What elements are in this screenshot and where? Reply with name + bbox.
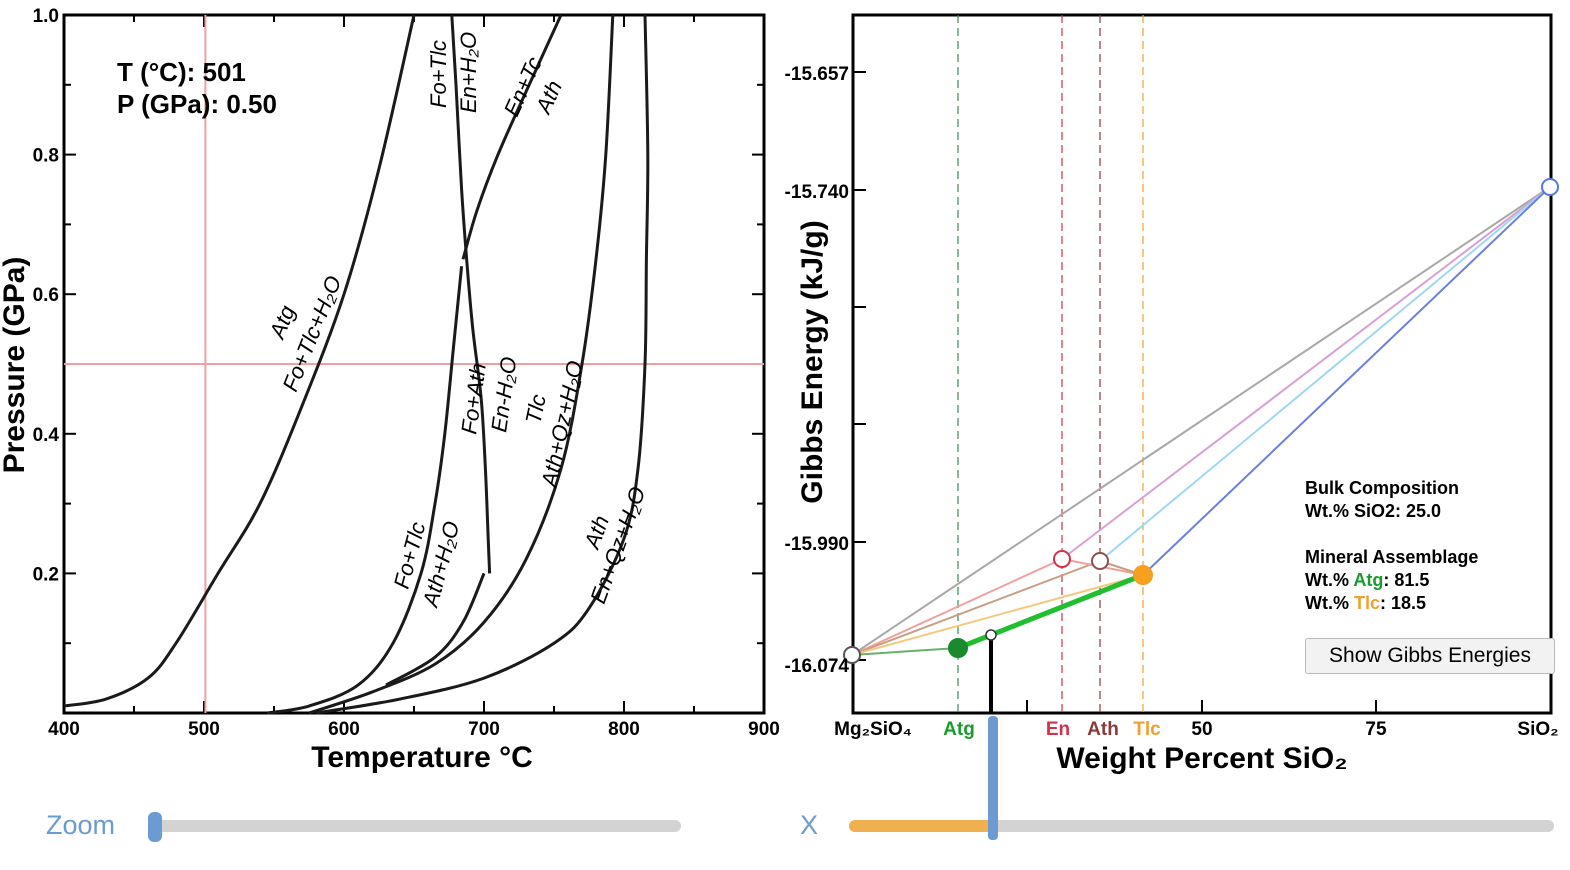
fo-atg-tie-line (851, 647, 959, 656)
x-tick-label: Mg₂SiO₄ (834, 719, 912, 740)
x-tick-label: 700 (468, 719, 500, 740)
en-sio2-tie-line (1061, 186, 1551, 560)
tlc-sio2-tie-line (1142, 186, 1551, 576)
silica-point (1541, 178, 1559, 196)
y-axis-title: Gibbs Energy (kJ/g) (796, 220, 829, 503)
x-tick-label: 75 (1365, 719, 1387, 740)
composition-info: Bulk Composition Wt.% SiO2: 25.0 Mineral… (1305, 478, 1478, 613)
fo-en-tie-line (851, 558, 1063, 656)
tlc-fraction: Wt.% Tlc: 18.5 (1305, 593, 1426, 613)
reaction-curve-2 (450, 14, 492, 574)
bulk-point (985, 629, 997, 641)
x-tick-labels: 400 500 600 700 800 900 (48, 719, 780, 740)
en-tick-label: En (1046, 719, 1070, 740)
x-tick-label: 900 (748, 719, 780, 740)
antigorite-point (948, 638, 968, 658)
y-tick-label: 0.4 (33, 425, 60, 446)
x-thumb[interactable] (988, 716, 998, 840)
zoom-thumb[interactable] (148, 812, 162, 842)
curve-label: Fo+Tlc (426, 40, 451, 108)
reaction-curve-1 (63, 14, 416, 708)
y-tick-label: 0.8 (33, 146, 59, 167)
x-tick-label: SiO₂ (1517, 719, 1558, 740)
pt-diagram[interactable]: 400 500 600 700 800 900 0.2 0.4 0.6 0.8 … (0, 6, 780, 774)
y-tick-label: -16.074 (785, 656, 850, 677)
y-tick-labels: 0.2 0.4 0.6 0.8 1.0 (33, 6, 60, 585)
reaction-curve-3 (461, 14, 563, 260)
assemblage-title: Mineral Assemblage (1305, 547, 1478, 567)
ath-tick-label: Ath (1087, 719, 1119, 740)
phase-points (843, 178, 1559, 664)
reaction-curves (63, 14, 650, 715)
x-tick-label: 800 (608, 719, 640, 740)
y-tick-label: 0.6 (33, 285, 59, 306)
x-slider[interactable]: X (800, 716, 1554, 840)
atg-fraction: Wt.% Atg: 81.5 (1305, 570, 1429, 590)
y-tick-label: 1.0 (33, 6, 59, 27)
temperature-readout: T (°C): 501 (117, 57, 246, 87)
x-label: X (800, 810, 818, 840)
x-tick-label: 400 (48, 719, 80, 740)
y-tick-label: -15.740 (785, 182, 849, 203)
x-tick-label: 50 (1191, 719, 1212, 740)
fo-sio2-tie-line (851, 186, 1551, 656)
x-axis-title: Weight Percent SiO₂ (1056, 742, 1347, 775)
bulk-title: Bulk Composition (1305, 478, 1459, 498)
anthophyllite-point (1091, 552, 1109, 570)
reaction-curve-6 (308, 14, 615, 715)
forsterite-point (843, 646, 861, 664)
enstatite-point (1053, 550, 1071, 568)
curve-label: En+H₂O (456, 32, 481, 113)
x-tick-label: 600 (328, 719, 360, 740)
tlc-tick-label: Tlc (1133, 719, 1161, 740)
x-tick-label: 500 (188, 719, 220, 740)
talc-point (1133, 565, 1153, 585)
gibbs-x-tick-labels: Mg₂SiO₄ Atg En Ath Tlc 50 75 SiO₂ (834, 719, 1558, 740)
reaction-curve-4 (266, 266, 464, 715)
gibbs-diagram[interactable]: -15.657 -15.740 -15.990 -16.074 Mg₂SiO₄ … (785, 13, 1559, 775)
ath-sio2-tie-line (1099, 186, 1551, 562)
bulk-value: Wt.% SiO2: 25.0 (1305, 501, 1441, 521)
y-axis-title: Pressure (GPa) (0, 257, 31, 474)
y-tick-label: -15.990 (785, 534, 849, 555)
atg-tick-label: Atg (943, 719, 975, 740)
pressure-readout: P (GPa): 0.50 (117, 89, 277, 119)
gibbs-plot-frame (851, 13, 1553, 715)
zoom-label: Zoom (46, 810, 115, 840)
show-gibbs-energies-button[interactable]: Show Gibbs Energies (1305, 638, 1555, 674)
y-tick-label: -15.657 (785, 64, 849, 85)
curve-label: Tlc (520, 392, 551, 426)
fo-ath-tie-line (851, 560, 1101, 656)
fo-tlc-tie-line (851, 574, 1144, 656)
y-tick-label: 0.2 (33, 564, 59, 585)
zoom-slider[interactable]: Zoom (46, 810, 681, 842)
gibbs-y-tick-labels: -15.657 -15.740 -15.990 -16.074 (785, 64, 850, 677)
x-axis-title: Temperature °C (311, 741, 533, 774)
gibbs-tie-lines (851, 186, 1551, 713)
reaction-curve-5 (385, 572, 486, 687)
reaction-curve-7 (315, 14, 650, 715)
